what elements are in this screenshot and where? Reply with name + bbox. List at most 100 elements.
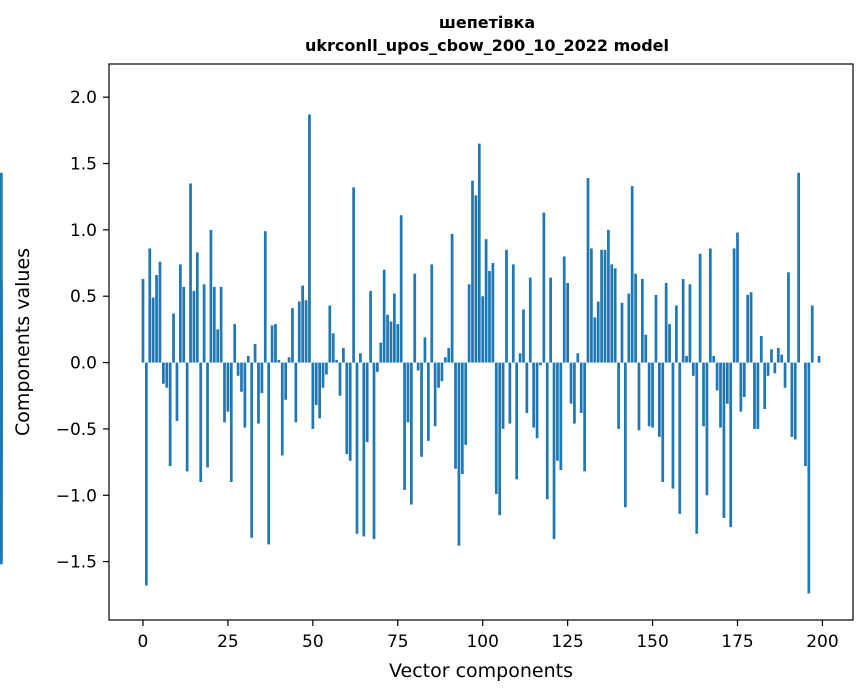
x-axis-label: Vector components [389,660,573,682]
bar-component-75 [396,324,400,363]
y-tick-label-6: 1.5 [70,155,97,175]
bar-component-73 [389,321,393,363]
bar-component-111 [518,353,522,363]
bar-component-156 [671,362,675,489]
bar-component-100 [481,296,485,363]
bar-component-70 [379,342,383,363]
bar-component-106 [501,362,505,429]
bar-component-76 [399,215,403,363]
bar-component-153 [661,362,665,482]
y-tick-label-3: 0.0 [70,354,97,374]
bar-component-127 [573,362,576,424]
bar-component-159 [681,278,685,363]
bar-component-93 [457,362,461,546]
bar-component-103 [491,263,495,363]
bar-component-2 [148,248,152,363]
y-tick-label-2: −0.5 [56,420,97,440]
bar-component-51 [314,362,318,406]
bar-component-195 [804,362,807,467]
bar-component-4 [155,274,158,363]
bar-component-15 [192,290,196,363]
bar-component-179 [749,292,753,363]
bar-series [0,114,821,594]
bar-component-191 [790,362,794,437]
bar-component-44 [291,308,294,363]
x-tick-label-0: 0 [138,632,149,652]
bar-component-undefined [0,280,3,363]
bar-component-110 [515,362,519,480]
bar-component-50 [311,362,315,429]
bar-component-5 [158,261,162,363]
bar-component-49 [308,114,311,363]
bar-component-132 [590,248,593,363]
bar-component-143 [627,293,631,363]
bar-component-78 [406,362,410,423]
bar-component-187 [776,347,780,363]
bar-component-14 [189,183,192,363]
bar-component-124 [562,256,566,363]
bar-component-86 [433,362,437,427]
bar-component-168 [712,355,716,363]
y-tick-label-0: −1.5 [56,553,97,573]
bar-component-68 [372,362,376,540]
bar-component-91 [450,233,454,363]
bar-component-138 [610,264,614,363]
bar-component-83 [423,337,427,363]
bar-component-67 [369,290,372,363]
bar-component-1 [145,362,148,586]
bar-component-137 [607,229,610,363]
bar-component-171 [722,362,726,518]
bar-component-34 [257,362,260,424]
bar-component-114 [528,277,532,363]
bar-component-54 [325,362,328,375]
bar-component-180 [753,362,756,429]
bar-component-147 [641,278,644,363]
bar-component-167 [708,248,712,363]
bar-component-157 [674,305,678,363]
bar-component-21 [212,286,216,363]
bar-component-146 [637,362,641,431]
bar-component-7 [165,362,169,388]
bar-component-56 [331,333,335,363]
bar-component-102 [488,271,491,363]
bar-component-196 [807,362,811,594]
bar-component-3 [151,297,155,363]
bar-component-27 [233,324,237,363]
bar-component-107 [505,249,508,363]
bar-component-129 [579,362,583,413]
bar-component-190 [787,272,790,363]
bar-component-176 [739,362,743,412]
bar-component-0 [141,278,145,363]
bar-component-28 [236,362,240,376]
bar-component-161 [688,284,692,363]
bar-component-26 [229,362,233,482]
chart-title: шепетівка ukrconll_upos_cbow_200_10_2022… [305,13,669,55]
bar-component-46 [297,301,301,363]
bar-component-155 [668,324,671,363]
bar-component-69 [376,362,379,372]
bar-component-77 [403,362,406,490]
bar-component-152 [658,362,661,437]
bar-component-48 [304,300,308,363]
bar-component-80 [413,273,417,363]
bar-component-109 [511,264,515,363]
bar-component-158 [678,362,682,514]
bar-component-11 [178,264,182,363]
bar-component-39 [274,324,277,363]
bar-component-154 [664,282,668,363]
bar-component-42 [284,362,288,400]
x-tick-label-75: 75 [387,632,409,652]
bar-component-164 [698,253,702,363]
bar-component-188 [780,354,784,363]
bar-component-131 [586,178,590,363]
bar-component-105 [498,362,502,516]
bar-component-148 [644,334,648,363]
bar-component-139 [613,268,617,363]
bar-component-173 [729,362,733,528]
bar-component-35 [260,362,264,394]
bar-component-122 [556,362,559,461]
bar-component-81 [416,362,420,371]
bar-component-82 [420,362,423,457]
bar-component-84 [426,362,430,441]
bar-component-17 [199,362,203,482]
